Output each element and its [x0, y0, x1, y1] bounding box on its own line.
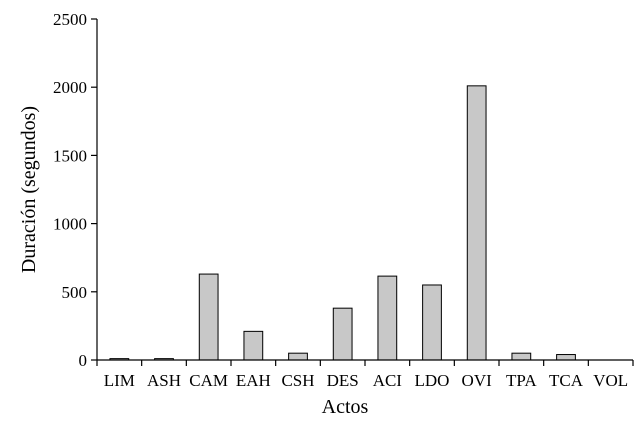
y-tick-label: 1500: [53, 146, 87, 165]
x-tick-label-tca: TCA: [549, 371, 584, 390]
x-tick-label-vol: VOL: [593, 371, 628, 390]
x-tick-label-ldo: LDO: [415, 371, 450, 390]
x-tick-label-ash: ASH: [147, 371, 181, 390]
x-tick-label-eah: EAH: [236, 371, 271, 390]
y-tick-label: 0: [79, 351, 88, 370]
y-tick-label: 500: [62, 283, 88, 302]
x-tick-label-lim: LIM: [104, 371, 135, 390]
x-tick-label-aci: ACI: [373, 371, 403, 390]
x-ticks-group: LIM ASH CAM EAH CSH DES ACI LDO OVI TPA TCA VOL: [96, 360, 634, 390]
y-ticks-group: 0 500 1000 1500 2000 2500: [53, 10, 97, 370]
bar-eah: [243, 330, 264, 361]
x-tick-label-tpa: TPA: [506, 371, 537, 390]
y-axis-title: Duración (segundos): [18, 106, 40, 273]
x-tick-label-cam: CAM: [189, 371, 228, 390]
y-tick-label: 2500: [53, 10, 87, 29]
bar-csh: [288, 352, 308, 361]
bars-group: [109, 85, 576, 361]
x-axis-title: Actos: [322, 396, 369, 418]
y-tick-label: 1000: [53, 215, 87, 234]
bar-des: [332, 307, 353, 361]
bar-tca: [556, 354, 576, 361]
x-tick-label-des: DES: [327, 371, 359, 390]
x-tick-label-ovi: OVI: [462, 371, 493, 390]
bar-aci: [377, 275, 398, 361]
bar-tpa: [511, 352, 532, 361]
bar-ldo: [422, 284, 442, 361]
y-tick-label: 2000: [53, 78, 87, 97]
bar-cam: [198, 273, 219, 361]
x-tick-label-csh: CSH: [281, 371, 314, 390]
bar-ovi: [466, 85, 487, 361]
